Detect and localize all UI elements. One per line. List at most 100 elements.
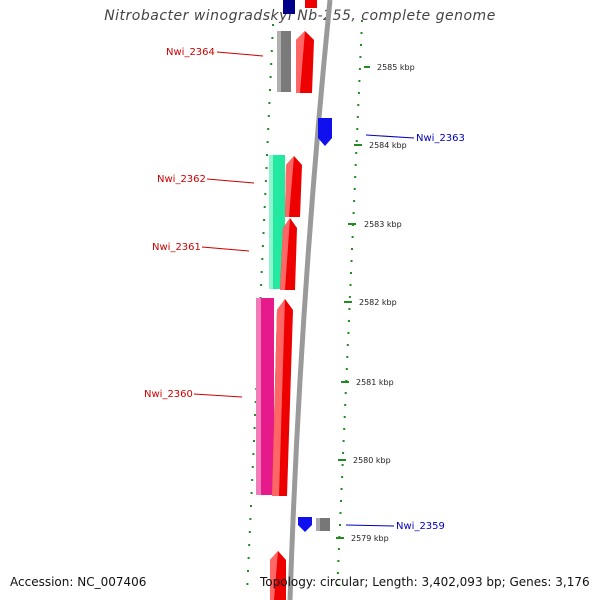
label-leader-lines	[193, 51, 415, 527]
tick-dot	[355, 140, 358, 142]
tick-dot	[336, 572, 339, 574]
tick-dot	[346, 356, 349, 358]
topology-text: Topology: circular; Length: 3,402,093 bp…	[260, 575, 590, 589]
tick-dot	[253, 427, 256, 429]
gene-red-bottom[interactable]	[270, 551, 286, 600]
tick-dot	[263, 219, 266, 221]
tick-dot	[248, 531, 251, 533]
tick-dot	[266, 154, 268, 156]
kbp-label-2580: 2580 kbp	[353, 456, 391, 465]
gene-blue-nwi-2363[interactable]	[318, 118, 332, 146]
tick-dot	[358, 80, 361, 82]
tick-dot	[337, 548, 340, 550]
tick-dot	[360, 32, 363, 34]
tick-dot	[270, 63, 273, 65]
tick-dot	[269, 76, 272, 78]
tick-dot	[272, 24, 274, 26]
tick-dot	[348, 308, 351, 310]
genome-title: Nitrobacter winogradskyi Nb-255, complet…	[104, 8, 496, 24]
tick-dot	[336, 584, 339, 586]
gene-blue-nwi-2359-arrow[interactable]	[298, 517, 312, 532]
tick-dot	[340, 500, 342, 502]
tick-dot	[345, 368, 348, 370]
gene-label-nwi-2360[interactable]: Nwi_2360	[144, 389, 193, 400]
tick-dot	[356, 128, 359, 130]
tick-dot	[353, 188, 356, 190]
gene-red-nwi-2362[interactable]	[285, 156, 302, 217]
tick-dot	[342, 440, 345, 442]
tick-dot	[350, 272, 352, 274]
tick-dot	[351, 248, 353, 250]
tick-dot	[247, 557, 250, 559]
tick-dot	[346, 344, 349, 346]
tick-dot	[349, 284, 352, 286]
tick-dot	[343, 416, 346, 418]
gene-red-nwi-2360[interactable]	[272, 299, 293, 496]
tick-dot	[357, 104, 360, 106]
tick-dot	[246, 583, 249, 585]
tick-dot	[266, 141, 269, 143]
tick-dot	[261, 258, 264, 260]
gene-label-nwi-2364[interactable]: Nwi_2364	[166, 47, 215, 58]
tick-dot	[254, 401, 257, 403]
tick-dot	[344, 404, 347, 406]
tick-dot	[342, 452, 345, 454]
gene-grey-nwi-2359[interactable]	[316, 518, 330, 531]
tick-dot	[247, 570, 249, 572]
gene-grey-nwi-2364[interactable]	[277, 31, 291, 92]
gene-label-nwi-2361[interactable]: Nwi_2361	[152, 242, 201, 253]
gene-label-nwi-2363[interactable]: Nwi_2363	[416, 133, 465, 144]
gene-red-top[interactable]	[305, 0, 317, 8]
tick-dot	[251, 466, 254, 468]
gene-label-nwi-2359[interactable]: Nwi_2359	[396, 521, 445, 532]
tick-dot	[261, 245, 264, 247]
gene-navy-top[interactable]	[283, 0, 295, 14]
kbp-label-2584: 2584 kbp	[369, 141, 407, 150]
tick-dot	[356, 116, 359, 118]
tick-dot	[251, 479, 254, 481]
tick-dot	[263, 206, 266, 208]
tick-dot	[350, 260, 353, 262]
kbp-label-2579: 2579 kbp	[351, 534, 389, 543]
tick-dot	[265, 167, 268, 169]
tick-dot	[267, 128, 270, 130]
kbp-scale: 2585 kbp 2584 kbp 2583 kbp 2582 kbp 2581…	[336, 63, 415, 543]
tick-dot	[360, 44, 362, 46]
kbp-label-2583: 2583 kbp	[364, 220, 402, 229]
tick-dot	[250, 492, 253, 494]
tick-dot	[351, 236, 354, 238]
gene-teal-nwi-2362[interactable]	[269, 155, 285, 289]
tick-dot	[347, 332, 350, 334]
tick-dot	[348, 296, 351, 298]
tick-dot	[361, 20, 363, 22]
gene-magenta-nwi-2360[interactable]	[256, 298, 274, 495]
tick-dot	[250, 505, 252, 507]
tick-dot	[340, 488, 343, 490]
tick-dot	[355, 152, 358, 154]
accession-text: Accession: NC_007406	[10, 575, 147, 589]
tick-dot	[271, 37, 274, 39]
tick-dot	[344, 392, 347, 394]
tick-dot	[339, 512, 342, 514]
tick-dot	[358, 68, 361, 70]
tick-dot	[268, 102, 271, 104]
tick-dot	[260, 271, 263, 273]
kbp-label-2582: 2582 kbp	[359, 298, 397, 307]
gene-red-nwi-2364[interactable]	[296, 31, 314, 93]
gene-red-nwi-2361[interactable]	[280, 218, 297, 290]
gene-label-nwi-2362[interactable]: Nwi_2362	[157, 174, 206, 185]
tick-dot	[354, 164, 357, 166]
tick-dot	[347, 320, 350, 322]
tick-dot	[253, 440, 255, 442]
tick-dot	[252, 453, 255, 455]
tick-dot	[339, 524, 341, 526]
tick-dot	[341, 464, 344, 466]
tick-dot	[267, 115, 270, 117]
tick-dot	[260, 284, 263, 286]
tick-dot	[343, 428, 346, 430]
tick-dot	[264, 193, 267, 195]
genome-backbone	[287, 0, 333, 600]
tick-dot	[249, 518, 252, 520]
tick-dot	[270, 50, 273, 52]
